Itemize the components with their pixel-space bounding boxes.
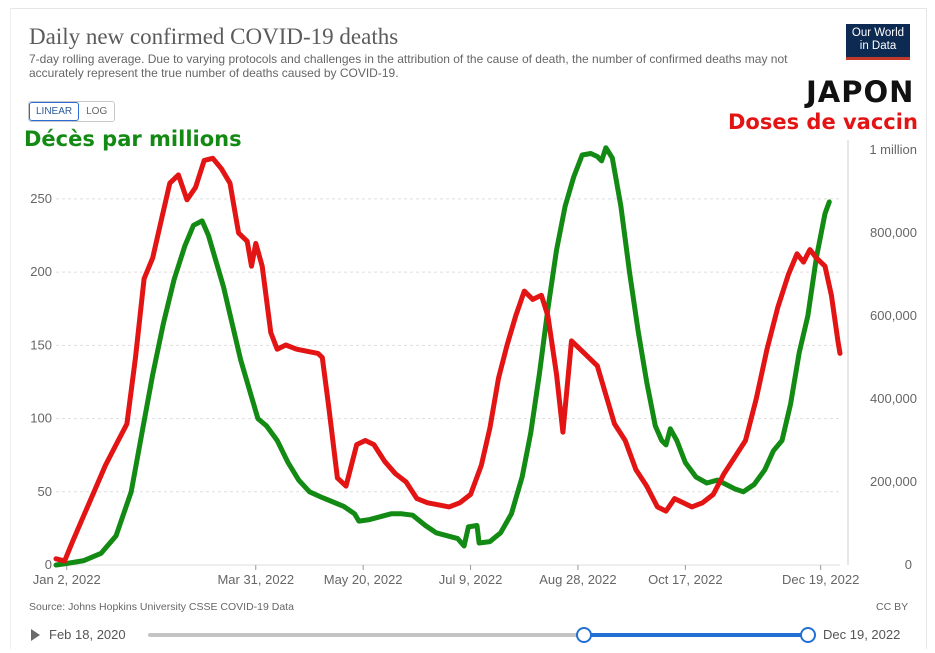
timeline-end-label: Dec 19, 2022 xyxy=(823,627,901,642)
timeline-selection[interactable] xyxy=(584,633,808,637)
x-tick-label: May 20, 2022 xyxy=(324,572,403,587)
x-tick-label: Jul 9, 2022 xyxy=(439,572,503,587)
license-note[interactable]: CC BY xyxy=(876,601,909,613)
linear-button[interactable]: LINEAR xyxy=(29,102,80,121)
x-tick-label: Jan 2, 2022 xyxy=(33,572,101,587)
y-right-tick-label: 400,000 xyxy=(870,391,917,406)
y-left-tick-label: 100 xyxy=(30,411,52,426)
log-button[interactable]: LOG xyxy=(79,102,115,121)
y-right-tick-label: 1 million xyxy=(869,142,917,157)
deaths-annotation: Décès par millions xyxy=(24,127,242,151)
y-right-tick-label: 800,000 xyxy=(870,225,917,240)
y-left-tick-label: 50 xyxy=(38,484,52,499)
doses-annotation: Doses de vaccin xyxy=(728,110,918,134)
y-left-tick-label: 0 xyxy=(45,557,52,572)
chart-frame xyxy=(10,8,927,649)
y-right-tick-label: 0 xyxy=(905,557,912,572)
chart-subtitle: 7-day rolling average. Due to varying pr… xyxy=(29,52,788,80)
x-tick-label: Dec 19, 2022 xyxy=(782,572,859,587)
timeline-track[interactable] xyxy=(148,633,584,637)
timeline-start-label: Feb 18, 2020 xyxy=(49,627,126,642)
timeline-end-handle[interactable] xyxy=(800,627,816,643)
doses-series-line xyxy=(53,155,843,564)
logo-line-1: Our World xyxy=(851,27,905,39)
deaths-series-line xyxy=(53,145,832,568)
x-tick-label: Oct 17, 2022 xyxy=(648,572,722,587)
y-left-tick-label: 200 xyxy=(30,264,52,279)
timeline-start-handle[interactable] xyxy=(576,627,592,643)
y-left-tick-label: 150 xyxy=(30,337,52,352)
y-right-tick-label: 600,000 xyxy=(870,308,917,323)
y-left-tick-label: 250 xyxy=(30,191,52,206)
scale-toggle: LINEAR LOG xyxy=(28,101,116,122)
owid-logo[interactable]: Our World in Data xyxy=(846,24,910,60)
play-icon[interactable] xyxy=(31,629,40,641)
x-tick-label: Mar 31, 2022 xyxy=(217,572,294,587)
x-tick-label: Aug 28, 2022 xyxy=(539,572,616,587)
logo-line-2: in Data xyxy=(859,40,897,52)
chart-title: Daily new confirmed COVID-19 deaths xyxy=(29,24,399,49)
country-annotation: JAPON xyxy=(806,75,915,109)
source-note[interactable]: Source: Johns Hopkins University CSSE CO… xyxy=(29,601,294,613)
y-right-tick-label: 200,000 xyxy=(870,474,917,489)
